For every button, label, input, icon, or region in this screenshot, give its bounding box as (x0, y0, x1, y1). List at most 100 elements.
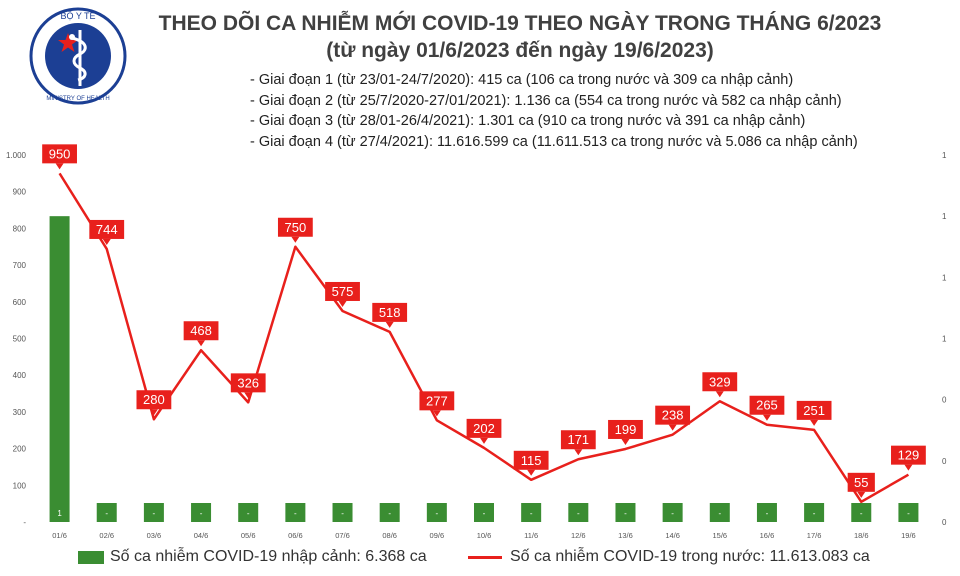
line-value-label: 575 (332, 284, 354, 299)
phase-2-text: - Giai đoạn 2 (từ 25/7/2020-27/01/2021):… (250, 92, 842, 109)
callout-pointer (621, 438, 630, 445)
line-value-label: 744 (96, 222, 118, 237)
callout-pointer (338, 300, 347, 307)
line-domestic (58, 172, 910, 504)
bar-value-label: - (483, 509, 486, 518)
x-tick-label: 02/6 (99, 531, 114, 540)
bar-value-label: - (388, 509, 391, 518)
line-value-label: 468 (190, 323, 212, 338)
y-left-tick-label: 500 (13, 335, 27, 344)
line-value-label: 202 (473, 421, 495, 436)
x-tick-label: 13/6 (618, 531, 633, 540)
callout-box (796, 400, 832, 420)
callout-pointer (102, 238, 111, 245)
y-left-tick-label: 100 (13, 481, 27, 490)
callout-box (560, 430, 596, 450)
line-value-label: 199 (615, 422, 637, 437)
bar-imported (332, 503, 353, 522)
callout-pointer (385, 321, 394, 328)
chart-title: THEO DÕI CA NHIỄM MỚI COVID-19 THEO NGÀY… (150, 10, 890, 64)
callout-pointer (197, 340, 206, 347)
bar-value-label: - (860, 509, 863, 518)
x-tick-label: 07/6 (335, 531, 350, 540)
legend-imported-swatch (78, 550, 104, 564)
y-left-tick-label: 700 (13, 261, 27, 270)
bar-imported (49, 216, 70, 522)
line-value-label: 329 (709, 374, 731, 389)
bar-imported (191, 503, 212, 522)
bar-imported (379, 503, 400, 522)
x-tick-label: 03/6 (147, 531, 162, 540)
legend-imported: Số ca nhiễm COVID-19 nhập cảnh: 6.368 ca (78, 548, 427, 566)
x-tick-label: 15/6 (712, 531, 727, 540)
line-value-label: 129 (898, 448, 920, 463)
bar-imported (568, 503, 589, 522)
y-left-tick-label: 1.000 (6, 151, 27, 160)
y-left-tick-label: 200 (13, 445, 27, 454)
y-left-tick-label: 800 (13, 224, 27, 233)
line-value-label: 326 (237, 375, 259, 390)
ministry-of-health-logo: BỘ Y TẾ MINISTRY OF HEALTH (29, 7, 127, 105)
x-tick-label: 14/6 (665, 531, 680, 540)
line-value-label: 950 (49, 146, 71, 161)
bar-value-label: - (577, 509, 580, 518)
callout-box (891, 445, 926, 465)
bar-value-label: - (200, 509, 203, 518)
callout-pointer (668, 424, 677, 431)
y-right-tick-label: 1 (942, 212, 947, 221)
bar-imported (898, 503, 919, 522)
phase-3-text: - Giai đoạn 3 (từ 28/01-26/4/2021): 1.30… (250, 113, 806, 129)
bar-value-label: - (341, 509, 344, 518)
line-value-label: 115 (521, 453, 542, 468)
line-value-label: 277 (426, 393, 448, 408)
x-tick-label: 10/6 (477, 531, 492, 540)
callout-box (749, 395, 785, 415)
callout-pointer (291, 236, 300, 243)
callout-box (372, 302, 408, 322)
x-tick-label: 17/6 (807, 531, 822, 540)
callout-box (183, 321, 219, 341)
bar-imported (521, 503, 542, 522)
phase-summary: - Giai đoạn 1 (từ 23/01-24/7/2020): 415 … (250, 70, 858, 152)
x-tick-label: 09/6 (430, 531, 445, 540)
bar-imported (426, 503, 447, 522)
bar-imported (804, 503, 825, 522)
x-tick-label: 04/6 (194, 531, 209, 540)
callout-pointer (149, 409, 158, 416)
logo-top-text: BỘ Y TẾ (60, 11, 95, 21)
chart-subtitle: (từ ngày 01/6/2023 đến ngày 19/6/2023) (326, 39, 714, 62)
bar-value-label: - (294, 509, 297, 518)
callout-box (230, 373, 266, 393)
y-left-tick-label: 300 (13, 408, 27, 417)
line-value-label: 55 (854, 475, 868, 490)
y-right-tick-label: 0 (942, 518, 947, 527)
bar-value-label: - (530, 509, 533, 518)
x-tick-label: 19/6 (901, 531, 916, 540)
y-right-tick-label: 0 (942, 396, 947, 405)
y-right-tick-label: 1 (942, 151, 947, 160)
bar-value-label: 1 (57, 509, 62, 518)
bar-imported (474, 503, 494, 522)
line-value-label: 518 (379, 305, 401, 320)
callout-pointer (715, 391, 724, 398)
x-tick-label: 11/6 (524, 531, 538, 540)
bar-value-label: - (718, 509, 721, 518)
x-tick-label: 01/6 (52, 531, 67, 540)
callout-pointer (480, 437, 488, 444)
line-value-label: 750 (285, 220, 307, 235)
x-tick-label: 08/6 (382, 531, 397, 540)
phase-1-text: - Giai đoạn 1 (từ 23/01-24/7/2020): 415 … (250, 72, 794, 88)
callout-box (608, 419, 643, 439)
bar-imported (615, 503, 636, 522)
y-left-tick-label: 600 (13, 298, 27, 307)
callout-pointer (762, 414, 771, 421)
bar-imported (285, 503, 306, 522)
callout-box (513, 450, 549, 470)
bar-imported (851, 503, 872, 522)
bar-value-label: - (624, 509, 627, 518)
x-tick-label: 16/6 (760, 531, 775, 540)
x-tick-label: 18/6 (854, 531, 869, 540)
callout-box (89, 219, 125, 239)
callout-box (702, 372, 738, 392)
